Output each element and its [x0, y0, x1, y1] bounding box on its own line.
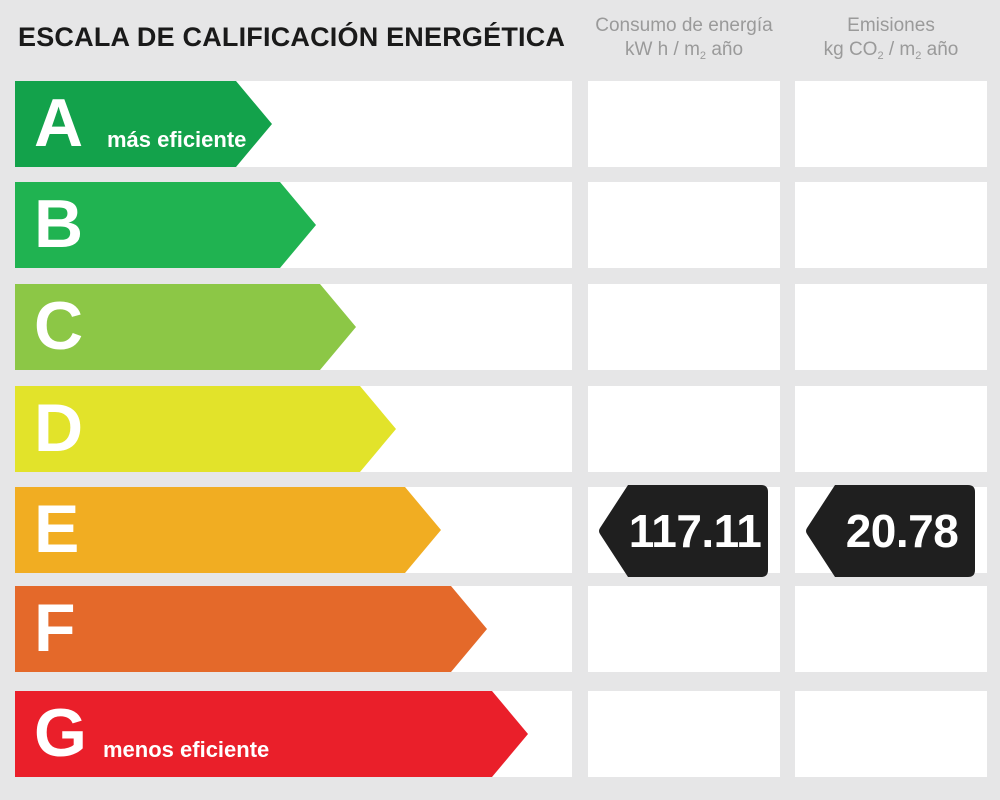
emissions-cell [795, 586, 987, 672]
grade-row-b: B [0, 182, 1000, 268]
grade-sublabel: menos eficiente [103, 737, 270, 762]
grade-row-e: E 117.11 20.78 [0, 485, 1000, 577]
consumption-cell [588, 284, 780, 370]
consumption-rating-badge: 117.11 [598, 485, 768, 577]
rating-value: 117.11 [628, 505, 762, 557]
consumption-cell [588, 386, 780, 472]
consumption-cell [588, 691, 780, 777]
grade-letter: B [34, 186, 84, 262]
grade-arrow-f: F [15, 586, 487, 672]
emissions-column-header: Emisiones kg CO2 / m2 año [795, 14, 987, 62]
grade-letter: E [34, 491, 80, 567]
grade-arrow-b: B [15, 182, 316, 268]
emissions-header-line1: Emisiones [847, 15, 935, 36]
emissions-cell [795, 81, 987, 167]
grade-arrow-e: E [15, 487, 441, 573]
grade-sublabel: más eficiente [107, 127, 247, 152]
rating-value: 20.78 [845, 505, 959, 557]
grade-arrow-d: D [15, 386, 396, 472]
grade-letter: A [34, 85, 84, 161]
grade-row-c: C [0, 284, 1000, 370]
grade-row-d: D [0, 386, 1000, 472]
grade-row-f: F [0, 586, 1000, 672]
emissions-cell [795, 284, 987, 370]
emissions-rating-badge: 20.78 [805, 485, 975, 577]
consumption-column-header: Consumo de energía kW h / m2 año [588, 14, 780, 62]
page-title: ESCALA DE CALIFICACIÓN ENERGÉTICA [18, 22, 566, 52]
grade-letter: F [34, 590, 76, 666]
grade-arrow-c: C [15, 284, 356, 370]
consumption-header-unit: kW h / m2 año [624, 39, 744, 62]
consumption-cell [588, 586, 780, 672]
grade-letter: C [34, 288, 84, 364]
emissions-cell [795, 182, 987, 268]
consumption-cell [588, 81, 780, 167]
emissions-cell [795, 386, 987, 472]
grade-letter: D [34, 390, 84, 466]
consumption-cell [588, 182, 780, 268]
emissions-cell [795, 691, 987, 777]
grade-letter: G [34, 695, 87, 771]
emissions-header-unit: kg CO2 / m2 año [823, 39, 959, 62]
consumption-header-line1: Consumo de energía [595, 15, 773, 36]
